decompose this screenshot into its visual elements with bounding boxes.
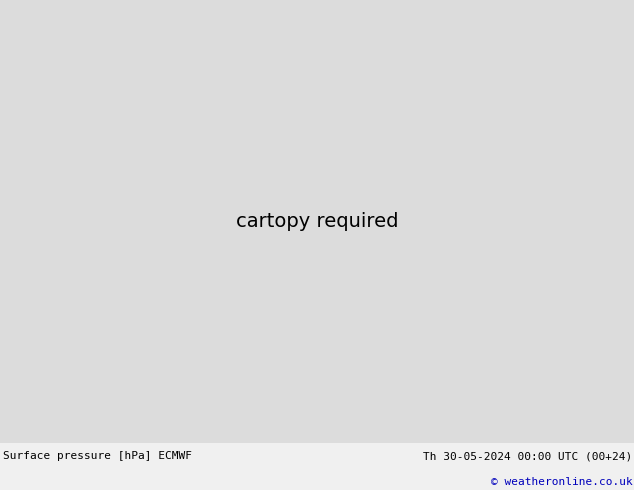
Text: Th 30-05-2024 00:00 UTC (00+24): Th 30-05-2024 00:00 UTC (00+24)	[424, 451, 633, 462]
Text: cartopy required: cartopy required	[236, 212, 398, 231]
Text: Surface pressure [hPa] ECMWF: Surface pressure [hPa] ECMWF	[3, 451, 192, 462]
Text: © weatheronline.co.uk: © weatheronline.co.uk	[491, 477, 633, 487]
